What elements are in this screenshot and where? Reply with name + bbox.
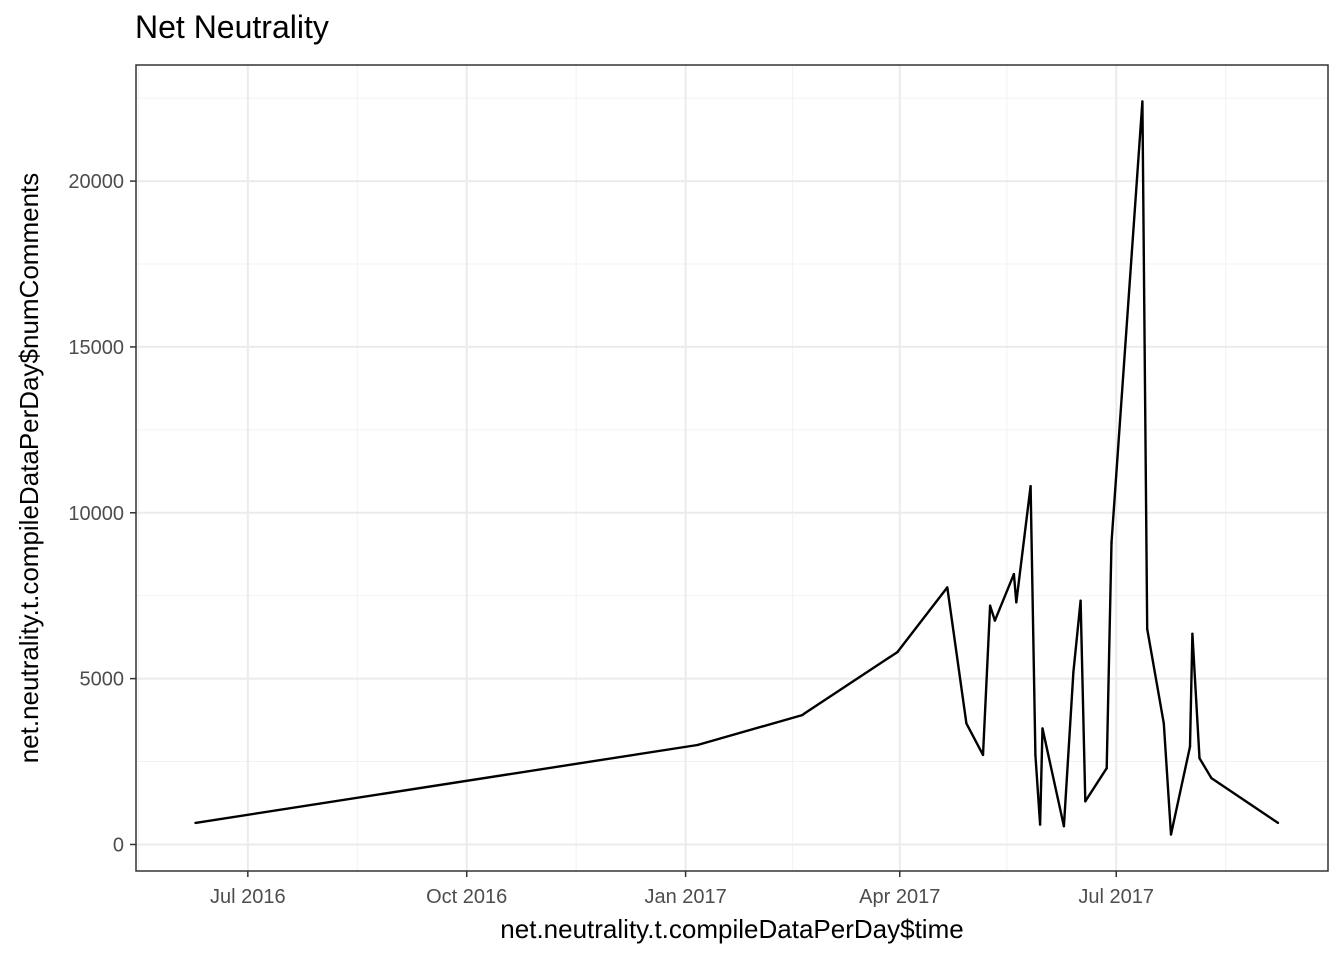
plot-panel [136, 65, 1328, 871]
y-tick-label: 20000 [68, 171, 124, 193]
data-point [946, 586, 949, 589]
data-point [803, 712, 806, 715]
data-point [993, 619, 997, 622]
data-point [1072, 670, 1075, 674]
x-axis: Jul 2016 Oct 2016 Jan 2017 Apr 2017 Jul 2017 [210, 871, 1154, 908]
data-point [1141, 100, 1144, 103]
data-point [1169, 833, 1173, 836]
data-point [1038, 823, 1042, 826]
data-point [1105, 767, 1108, 770]
data-point [801, 713, 804, 717]
data-point [1062, 825, 1066, 828]
x-tick-label: Jan 2017 [644, 886, 726, 908]
y-tick-label: 5000 [80, 669, 125, 691]
data-point [1188, 745, 1192, 748]
data-point [1012, 572, 1016, 576]
data-point [1034, 753, 1037, 757]
chart-title: Net Neutrality [135, 9, 329, 45]
minor-gridlines [136, 65, 1328, 871]
y-axis-title: net.neutrality.t.compileDataPerDay$numCo… [14, 173, 44, 764]
data-point [1015, 601, 1018, 604]
data-point [1162, 722, 1166, 725]
y-tick-label: 15000 [68, 337, 124, 359]
data-point [1079, 599, 1082, 602]
data-point [1191, 632, 1194, 635]
x-axis-title: net.neutrality.t.compileDataPerDay$time [500, 914, 963, 944]
data-point [896, 650, 899, 654]
data-point [1198, 757, 1201, 760]
data-point [1041, 727, 1044, 730]
data-point [696, 743, 699, 747]
data-point [965, 722, 968, 725]
data-point [194, 821, 197, 825]
series-layer [194, 100, 1280, 836]
x-tick-label: Jul 2017 [1078, 886, 1154, 908]
y-tick-label: 10000 [68, 503, 124, 525]
data-point [1210, 776, 1213, 780]
data-point [1146, 627, 1149, 631]
data-point [988, 604, 992, 607]
panel-border [135, 64, 1329, 872]
x-tick-label: Apr 2017 [859, 886, 940, 908]
x-tick-label: Oct 2016 [426, 886, 507, 908]
data-point [1084, 800, 1087, 803]
data-point [981, 753, 985, 757]
data-point [1276, 821, 1280, 825]
x-tick-label: Jul 2016 [210, 886, 286, 908]
data-point [1029, 485, 1032, 488]
y-axis: 0 5000 10000 15000 20000 [68, 171, 136, 856]
major-gridlines [136, 65, 1328, 871]
data-point [1110, 541, 1113, 544]
y-tick-label: 0 [113, 834, 124, 856]
